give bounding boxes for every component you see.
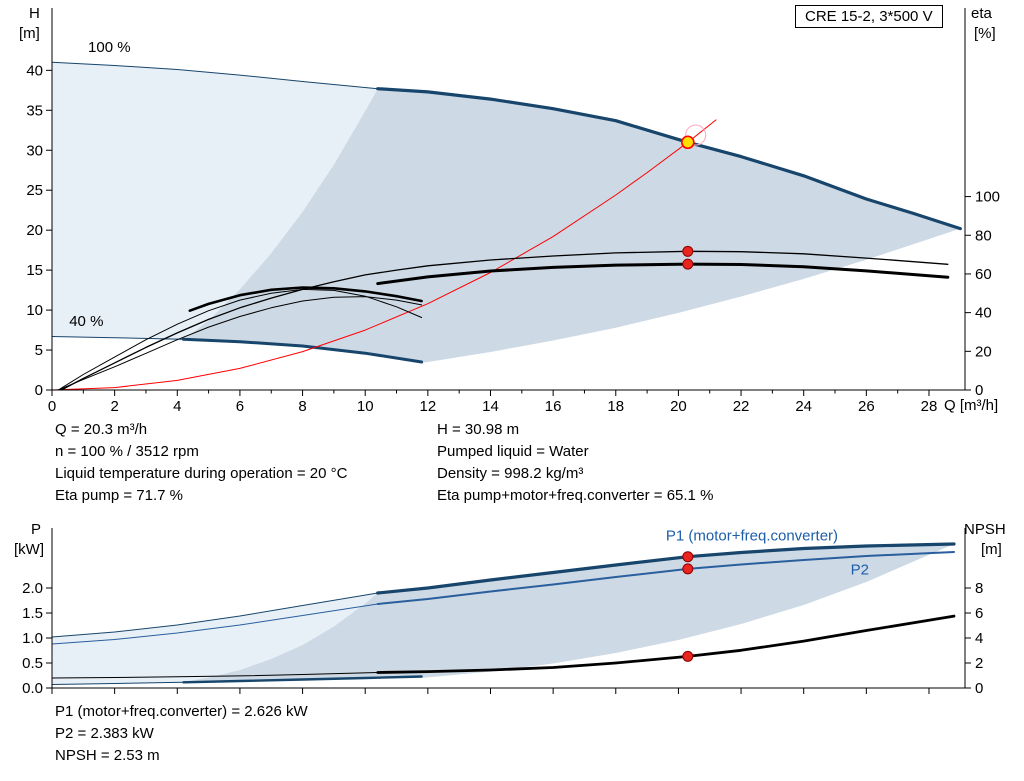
p2-curve-extension: [51, 603, 379, 645]
eta-reduced-speed-curve-2: [57, 296, 423, 391]
pump-curve-100-extension: [51, 61, 379, 90]
duty-point-ring: [685, 124, 707, 146]
x-tick-label: 14: [482, 398, 499, 415]
q-axis-label: Q [m³/h]: [944, 397, 999, 414]
y-right-tick-label: 40: [975, 305, 992, 322]
y-right-tick-label: 6: [975, 605, 983, 622]
x-tick-label: 28: [921, 398, 938, 415]
eta-pump-dot: [682, 245, 694, 257]
info-eta-total: Eta pump+motor+freq.converter = 65.1 %: [437, 487, 714, 504]
y-right-tick-label: 2: [975, 655, 983, 672]
speed-label-40: 40 %: [69, 313, 103, 330]
y-right-tick-label: 0: [975, 680, 983, 697]
power-envelope: [183, 544, 954, 682]
power-envelope-light: [52, 593, 378, 685]
p-min-speed-extension: [51, 681, 184, 685]
x-tick-label: 12: [420, 398, 437, 415]
info-liquid-temp: Liquid temperature during operation = 20…: [55, 465, 348, 482]
pump-title-box: CRE 15-2, 3*500 V: [795, 5, 943, 28]
y-right-tick-label: 4: [975, 630, 983, 647]
p-axis-label: P: [31, 521, 42, 538]
h-axis-unit: [m]: [19, 25, 40, 42]
x-tick-label: 2: [110, 398, 118, 415]
eta-pump-curve: [60, 250, 949, 391]
eta-axis-unit: [%]: [974, 25, 996, 42]
y-right-tick-label: 0: [975, 382, 983, 399]
x-tick-label: 8: [298, 398, 306, 415]
x-tick-label: 6: [236, 398, 244, 415]
npsh-curve-extension: [51, 672, 379, 679]
npsh-dot: [682, 650, 694, 662]
y-left-tick-label: 0.5: [22, 655, 43, 672]
duty-info-right-column: H = 30.98 m Pumped liquid = Water Densit…: [437, 419, 713, 507]
eta-min-speed-curve: [188, 286, 423, 313]
y-left-tick-label: 5: [35, 342, 43, 359]
p1-curve: [376, 542, 956, 595]
y-left-tick-label: 25: [26, 182, 43, 199]
operating-envelope-light: [52, 62, 378, 341]
eta-axis-label: eta: [971, 5, 992, 22]
info-eta-pump: Eta pump = 71.7 %: [55, 487, 183, 504]
npsh-axis-unit: [m]: [981, 541, 1002, 558]
y-left-tick-label: 30: [26, 142, 43, 159]
x-tick-label: 0: [48, 398, 56, 415]
p2-dot: [682, 563, 694, 575]
system-curve: [51, 119, 717, 391]
info-liquid: Pumped liquid = Water: [437, 443, 589, 460]
p1-curve-extension: [51, 592, 379, 638]
y-left-tick-label: 20: [26, 222, 43, 239]
speed-label-100: 100 %: [88, 39, 131, 56]
npsh-curve: [376, 614, 956, 674]
pump-curve-40-extension: [51, 336, 184, 340]
eta-total-curve: [376, 262, 950, 286]
x-tick-label: 20: [670, 398, 687, 415]
h-axis-label: H: [29, 5, 40, 22]
duty-point[interactable]: [681, 135, 695, 150]
y-left-tick-label: 1.5: [22, 605, 43, 622]
y-right-tick-label: 20: [975, 343, 992, 360]
power-info-block: P1 (motor+freq.converter) = 2.626 kW P2 …: [55, 701, 308, 767]
p1-dot: [682, 551, 694, 563]
p2-curve: [376, 551, 955, 605]
duty-info-left-column: Q = 20.3 m³/h n = 100 % / 3512 rpm Liqui…: [55, 419, 347, 507]
eta-total-dot: [682, 258, 694, 270]
y-left-tick-label: 40: [26, 62, 43, 79]
info-speed: n = 100 % / 3512 rpm: [55, 443, 199, 460]
x-tick-label: 24: [795, 398, 812, 415]
y-left-tick-label: 0.0: [22, 680, 43, 697]
p1-curve-label: P1 (motor+freq.converter): [666, 528, 838, 545]
y-left-tick-label: 1.0: [22, 630, 43, 647]
y-left-tick-label: 2.0: [22, 580, 43, 597]
x-tick-label: 22: [733, 398, 750, 415]
y-left-tick-label: 0: [35, 382, 43, 399]
x-tick-label: 18: [607, 398, 624, 415]
x-tick-label: 10: [357, 398, 374, 415]
info-p1: P1 (motor+freq.converter) = 2.626 kW: [55, 703, 308, 720]
info-h: H = 30.98 m: [437, 421, 520, 438]
p-min-speed-curve: [182, 675, 423, 684]
p-axis-unit: [kW]: [14, 541, 44, 558]
info-npsh: NPSH = 2.53 m: [55, 747, 160, 764]
y-left-tick-label: 35: [26, 102, 43, 119]
p2-curve-label: P2: [851, 562, 869, 579]
y-left-tick-label: 15: [26, 262, 43, 279]
x-tick-label: 4: [173, 398, 181, 415]
y-right-tick-label: 100: [975, 189, 1000, 206]
pump-curve-40: [182, 337, 424, 364]
y-left-tick-label: 10: [26, 302, 43, 319]
x-tick-label: 16: [545, 398, 562, 415]
pump-title: CRE 15-2, 3*500 V: [805, 8, 933, 25]
info-density: Density = 998.2 kg/m³: [437, 465, 584, 482]
y-right-tick-label: 8: [975, 580, 983, 597]
info-p2: P2 = 2.383 kW: [55, 725, 154, 742]
npsh-axis-label: NPSH: [964, 521, 1006, 538]
x-tick-label: 26: [858, 398, 875, 415]
y-right-tick-label: 80: [975, 227, 992, 244]
y-right-tick-label: 60: [975, 266, 992, 283]
info-q: Q = 20.3 m³/h: [55, 421, 148, 438]
